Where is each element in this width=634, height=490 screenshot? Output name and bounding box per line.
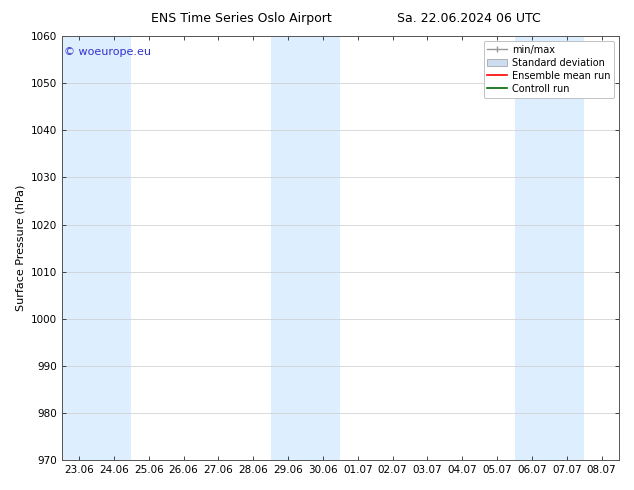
Bar [271,36,340,460]
Bar [61,36,131,460]
Text: © woeurope.eu: © woeurope.eu [65,47,152,57]
Text: ENS Time Series Oslo Airport: ENS Time Series Oslo Airport [150,12,332,25]
Text: Sa. 22.06.2024 06 UTC: Sa. 22.06.2024 06 UTC [398,12,541,25]
Y-axis label: Surface Pressure (hPa): Surface Pressure (hPa) [15,185,25,311]
Bar [515,36,584,460]
Legend: min/max, Standard deviation, Ensemble mean run, Controll run: min/max, Standard deviation, Ensemble me… [484,41,614,98]
